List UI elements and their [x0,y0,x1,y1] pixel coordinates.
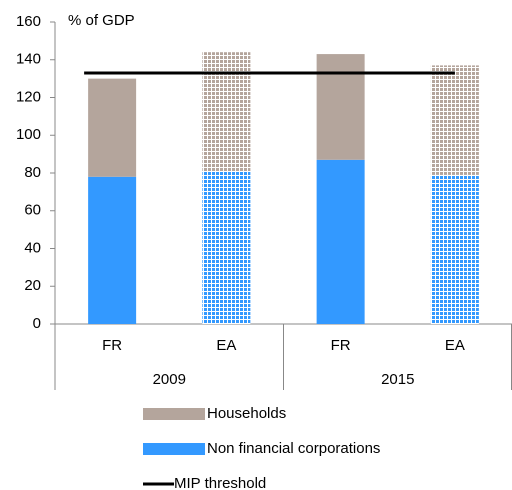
legend-swatch [143,408,205,420]
x-tick-label: EA [216,337,236,354]
x-tick-label: EA [445,337,465,354]
group-label: 2015 [381,371,414,388]
y-axis-label: % of GDP [68,12,135,29]
y-tick-label: 160 [16,13,41,30]
bar [316,159,365,324]
bar [430,174,479,324]
y-tick-label: 20 [24,277,41,294]
y-tick-label: 100 [16,126,41,143]
legend-label: Non financial corporations [207,440,380,457]
bar [88,78,137,177]
x-tick-label: FR [331,337,351,354]
y-tick-label: 40 [24,239,41,256]
bar [88,176,137,324]
bar [430,65,479,175]
group-label: 2009 [153,371,186,388]
legend-swatch [143,443,205,455]
bar [202,52,251,172]
y-tick-label: 140 [16,51,41,68]
y-tick-label: 60 [24,202,41,219]
legend-label: Households [207,405,286,422]
y-tick-label: 120 [16,88,41,105]
x-tick-label: FR [102,337,122,354]
legend-label: MIP threshold [174,475,266,490]
y-tick-label: 0 [33,315,41,332]
bar [202,171,251,324]
y-tick-label: 80 [24,164,41,181]
bar [316,54,365,160]
